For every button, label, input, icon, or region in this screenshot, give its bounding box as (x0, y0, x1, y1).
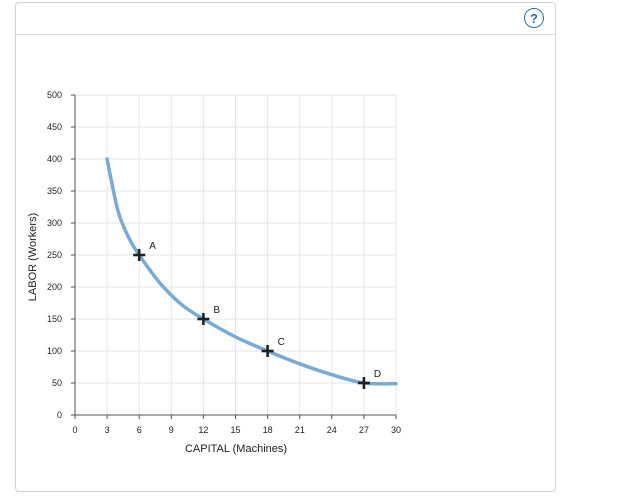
y-tick-label: 500 (47, 90, 62, 100)
point-label: D (374, 369, 381, 380)
y-tick-label: 400 (47, 154, 62, 164)
point-a[interactable]: A (133, 241, 156, 261)
grid (75, 94, 397, 415)
y-tick-label: 200 (47, 282, 62, 292)
isoquant-curve (105, 157, 398, 386)
x-tick-label: 18 (263, 425, 273, 435)
y-tick-label: 0 (57, 410, 62, 420)
points: A B C D (133, 241, 381, 389)
y-axis-title: LABOR (Workers) (27, 213, 39, 301)
x-tick-label: 24 (327, 425, 337, 435)
help-icon: ? (530, 10, 538, 26)
x-axis-title: CAPITAL (Machines) (185, 443, 287, 455)
x-tick-label: 3 (105, 425, 110, 435)
x-tick-label: 15 (230, 425, 240, 435)
y-tick-label: 350 (47, 186, 62, 196)
curve (105, 157, 398, 386)
point-d[interactable]: D (357, 369, 381, 389)
point-b[interactable]: B (197, 305, 220, 325)
y-tick-label: 50 (52, 378, 62, 388)
y-tick-label: 150 (47, 314, 62, 324)
y-tick-label: 300 (47, 218, 62, 228)
point-label: C (278, 337, 285, 348)
x-tick-label: 21 (295, 425, 305, 435)
y-tick-label: 250 (47, 250, 62, 260)
point-label: B (213, 305, 220, 316)
x-tick-label: 9 (169, 425, 174, 435)
help-button[interactable]: ? (524, 8, 544, 28)
x-tick-label: 27 (359, 425, 369, 435)
panel-divider (15, 34, 556, 35)
point-c[interactable]: C (261, 337, 285, 357)
x-tick-label: 0 (72, 425, 77, 435)
x-tick-label: 12 (198, 425, 208, 435)
x-tick-label: 30 (391, 425, 401, 435)
point-label: A (149, 241, 156, 252)
x-tick-label: 6 (137, 425, 142, 435)
axes: 0 3 6 9 12 15 18 21 24 27 300501001502002503003504… (47, 90, 401, 435)
question-panel (15, 2, 556, 492)
y-tick-label: 100 (47, 346, 62, 356)
y-tick-label: 450 (47, 122, 62, 132)
